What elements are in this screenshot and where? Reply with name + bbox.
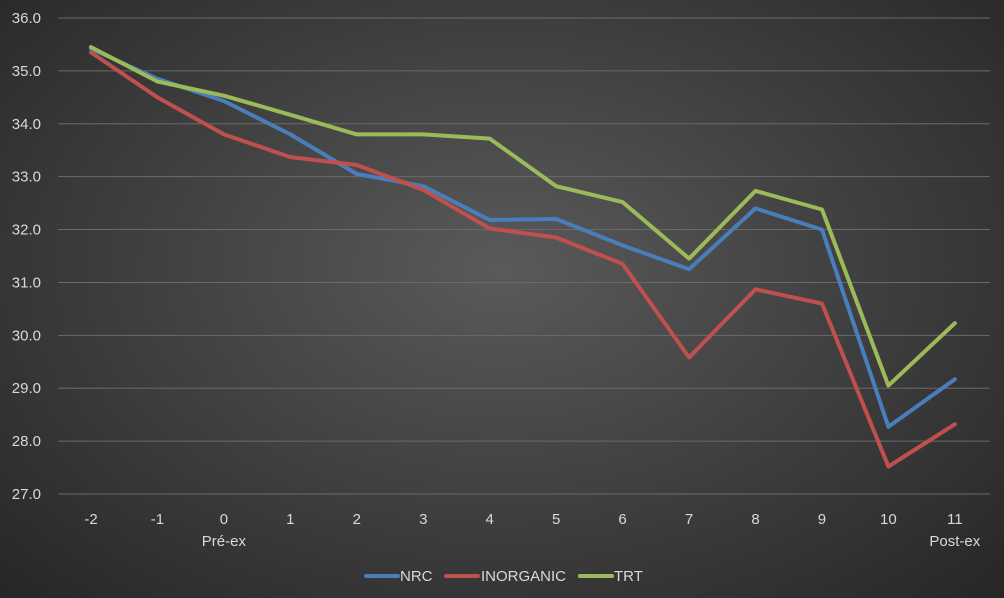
x-tick-label: 10 — [880, 511, 897, 528]
x-tick-label: 9 — [818, 511, 826, 528]
y-tick-label: 27.0 — [12, 486, 41, 503]
y-tick-label: 33.0 — [12, 169, 41, 186]
x-tick-label: 3 — [419, 511, 427, 528]
x-tick-label: 2 — [353, 511, 361, 528]
legend-label-inorganic: INORGANIC — [481, 568, 566, 585]
x-tick-label: -2 — [84, 511, 97, 528]
x-tick-label: 6 — [618, 511, 626, 528]
y-tick-label: 28.0 — [12, 433, 41, 450]
x-tick-label: 0 — [220, 511, 228, 528]
x-tick-label: -1 — [151, 511, 164, 528]
y-tick-label: 30.0 — [12, 327, 41, 344]
x-tick-label: 11 — [947, 511, 963, 528]
legend: NRC INORGANIC TRT — [364, 568, 643, 585]
y-tick-label: 35.0 — [12, 63, 41, 80]
x-tick-label: 1 — [286, 511, 294, 528]
x-sub-label: Post-ex — [929, 533, 980, 550]
series-lines — [89, 45, 957, 469]
y-axis-tick-labels: 27.0 28.0 29.0 30.0 31.0 32.0 33.0 34.0 35.0 36.0 — [12, 10, 41, 503]
series-line-inorganic — [89, 50, 957, 469]
x-sub-label: Pré-ex — [202, 533, 247, 550]
series-line-trt — [89, 45, 957, 388]
x-axis-tick-labels: -2 -1 0 1 2 3 4 5 6 7 8 9 10 11 — [84, 511, 962, 528]
series-line-nrc — [89, 46, 957, 429]
x-tick-label: 4 — [486, 511, 494, 528]
legend-label-nrc: NRC — [400, 568, 433, 585]
y-tick-label: 36.0 — [12, 10, 41, 27]
legend-label-trt: TRT — [614, 568, 643, 585]
y-tick-label: 34.0 — [12, 116, 41, 133]
y-tick-label: 31.0 — [12, 274, 41, 291]
x-tick-label: 7 — [685, 511, 693, 528]
x-tick-label: 8 — [751, 511, 759, 528]
x-tick-label: 5 — [552, 511, 560, 528]
x-axis-sub-labels: Pré-ex Post-ex — [202, 533, 981, 550]
y-tick-label: 29.0 — [12, 380, 41, 397]
y-tick-label: 32.0 — [12, 222, 41, 239]
gridlines — [58, 17, 990, 495]
